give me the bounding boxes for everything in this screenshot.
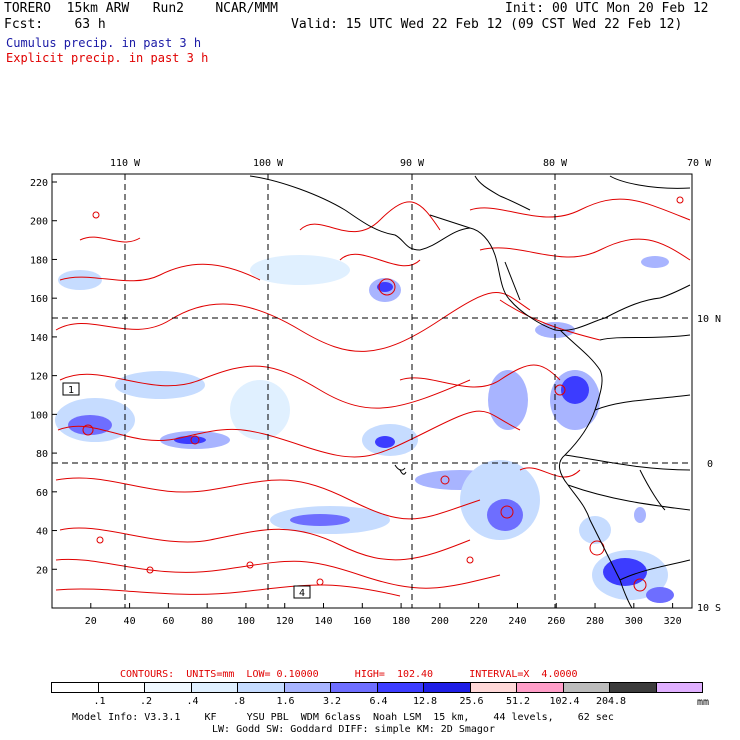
- colorbar-cell: [51, 682, 99, 693]
- explicit-precip-label: Explicit precip. in past 3 h: [6, 51, 209, 65]
- colorbar-tick-label: 204.8: [595, 696, 627, 707]
- left-label-100: 100: [30, 410, 48, 421]
- bottom-label-80: 80: [201, 616, 213, 627]
- colorbar-tick-label: .1: [93, 696, 106, 707]
- right-axis-labels: 10 N 0 10 S: [697, 314, 721, 614]
- bottom-label-180: 180: [392, 616, 410, 627]
- bottom-label-100: 100: [237, 616, 255, 627]
- svg-text:4: 4: [299, 588, 305, 599]
- bottom-label-140: 140: [314, 616, 332, 627]
- colorbar-tick-label: 51.2: [505, 696, 531, 707]
- colorbar-tick-label: 25.6: [459, 696, 484, 707]
- box-label-1: 1: [62, 382, 80, 396]
- bottom-label-320: 320: [664, 616, 682, 627]
- bottom-label-280: 280: [586, 616, 604, 627]
- left-label-60: 60: [36, 488, 48, 499]
- top-label-110w: 110 W: [110, 158, 141, 169]
- bottom-label-20: 20: [85, 616, 97, 627]
- colorbar-cell: [655, 682, 703, 693]
- svg-text:1: 1: [68, 385, 74, 396]
- left-label-180: 180: [30, 255, 48, 266]
- colorbar-tick-label: .2: [139, 696, 153, 707]
- colorbar-cell: [144, 682, 192, 693]
- colorbar-cell: [283, 682, 331, 693]
- init-time: Init: 00 UTC Mon 20 Feb 12: [505, 1, 709, 16]
- left-label-220: 220: [30, 178, 48, 189]
- forecast-hour: Fcst: 63 h: [4, 17, 106, 32]
- graticule: [52, 174, 692, 608]
- colorbar-cell: [609, 682, 657, 693]
- coastlines: [249, 175, 691, 608]
- colorbar-cell: [237, 682, 285, 693]
- top-label-100w: 100 W: [253, 158, 284, 169]
- explicit-precip-contours: [55, 196, 691, 597]
- contour-info: CONTOURS: UNITS=mm LOW= 0.10000 HIGH= 10…: [120, 669, 578, 680]
- map-frame: [51, 173, 693, 609]
- bottom-label-40: 40: [124, 616, 136, 627]
- colorbar-tick-label: .4: [186, 696, 199, 707]
- colorbar-tick-label: .8: [232, 696, 246, 707]
- left-label-80: 80: [36, 449, 48, 460]
- right-label-10s: 10 S: [697, 603, 721, 614]
- left-label-40: 40: [36, 527, 48, 538]
- physics-info: LW: Godd SW: Goddard DIFF: simple KM: 2D…: [212, 724, 495, 735]
- bottom-label-240: 240: [508, 616, 526, 627]
- bottom-label-200: 200: [431, 616, 449, 627]
- colorbar-cell: [562, 682, 610, 693]
- right-label-0: 0: [707, 459, 713, 470]
- colorbar-tick-label: 1.6: [276, 696, 295, 707]
- colorbar-cell: [330, 682, 378, 693]
- top-axis-labels: 110 W 100 W 90 W 80 W 70 W: [110, 158, 712, 169]
- top-label-70w: 70 W: [687, 158, 712, 169]
- top-label-90w: 90 W: [400, 158, 425, 169]
- left-label-20: 20: [36, 565, 48, 576]
- bottom-label-260: 260: [547, 616, 565, 627]
- colorbar-cell: [516, 682, 564, 693]
- colorbar-cell: [469, 682, 517, 693]
- cumulus-precip-shading: [55, 255, 674, 603]
- colorbar-cell: [97, 682, 145, 693]
- left-label-120: 120: [30, 372, 48, 383]
- cumulus-precip-label: Cumulus precip. in past 3 h: [6, 36, 202, 50]
- bottom-label-120: 120: [276, 616, 294, 627]
- colorbar-tick-label: 12.8: [412, 696, 438, 707]
- colorbar-tick-label: 102.4: [549, 696, 580, 707]
- valid-time: Valid: 15 UTC Wed 22 Feb 12 (09 CST Wed …: [291, 17, 683, 32]
- right-label-10n: 10 N: [697, 314, 721, 325]
- colorbar-tick-label: 3.2: [322, 696, 342, 707]
- bottom-label-60: 60: [162, 616, 174, 627]
- left-label-200: 200: [30, 217, 48, 228]
- axis-ticks: [52, 181, 674, 608]
- left-label-160: 160: [30, 294, 48, 305]
- bottom-label-300: 300: [625, 616, 643, 627]
- colorbar-unit: mm: [697, 697, 710, 708]
- bottom-label-160: 160: [353, 616, 371, 627]
- left-axis-labels: 220 200 180 160 140 120 100 80 60 40 20: [30, 178, 48, 576]
- colorbar-cell: [190, 682, 238, 693]
- bottom-axis-labels: 20 40 60 80 100 120 140 160 180 200 220 240 260 280 30…: [85, 616, 682, 627]
- left-label-140: 140: [30, 333, 48, 344]
- top-label-80w: 80 W: [543, 158, 568, 169]
- model-run-title: TORERO 15km ARW Run2 NCAR/MMM: [4, 1, 278, 16]
- colorbar-tick-label: 6.4: [369, 696, 388, 707]
- model-info: Model Info: V3.3.1 KF YSU PBL WDM 6class…: [72, 712, 614, 723]
- bottom-label-220: 220: [470, 616, 488, 627]
- colorbar-cell: [376, 682, 424, 693]
- precip-field: [52, 174, 692, 608]
- box-label-4: 4: [293, 585, 311, 599]
- colorbar-cell: [423, 682, 471, 693]
